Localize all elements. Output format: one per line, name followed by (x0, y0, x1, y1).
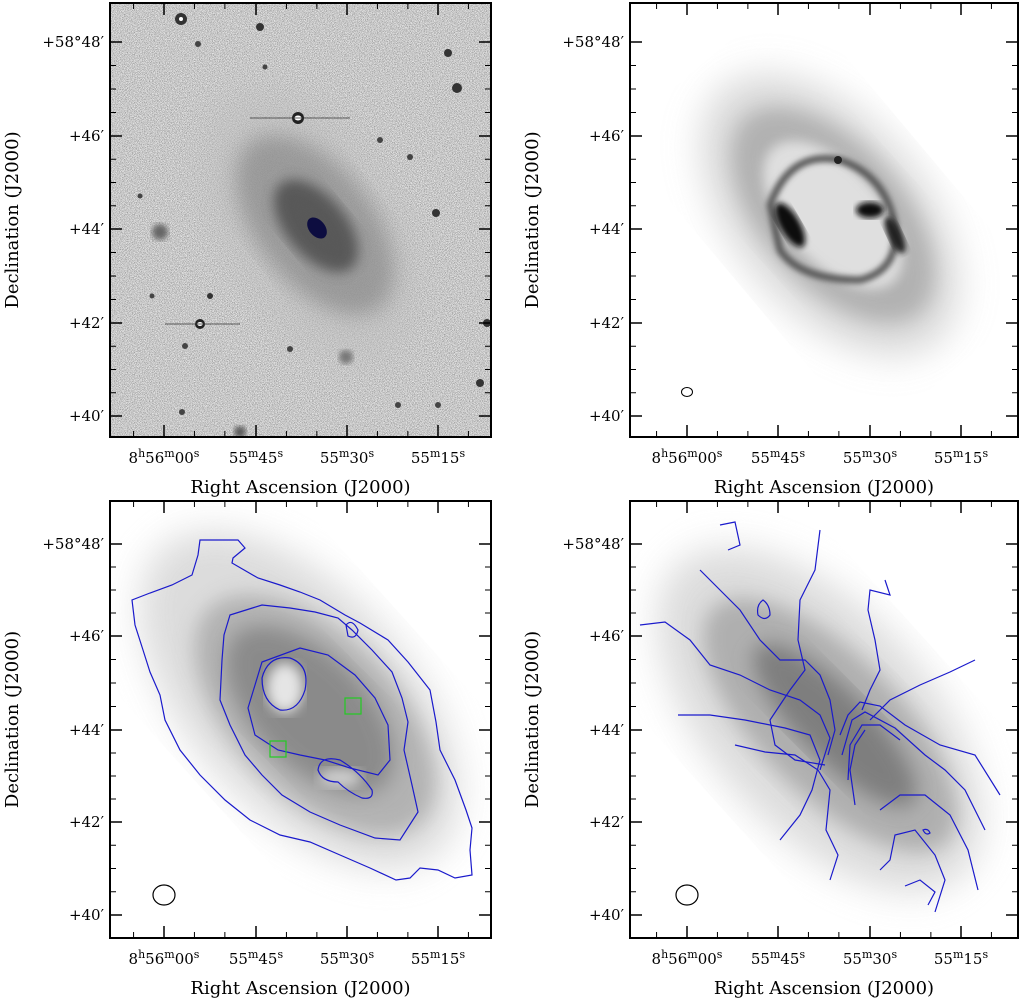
ra-tick-label: 55m15s (411, 447, 466, 467)
ra-tick-label: 8h56m00s (652, 948, 723, 968)
ra-tick-label: 8h56m00s (129, 447, 200, 467)
dec-tick-label: +40′ (69, 407, 105, 425)
contour-knot (345, 621, 359, 638)
dec-tick-label: +58°48′ (562, 33, 624, 51)
ra-tick-label: 55m15s (934, 948, 989, 968)
velocity-image (630, 501, 1018, 938)
ra-tick-label: 55m30s (320, 447, 375, 467)
dec-tick-label: +40′ (69, 906, 105, 924)
velocity-contours (639, 521, 1001, 913)
dec-tick-label: +46′ (589, 627, 625, 645)
region-box-2 (269, 740, 287, 758)
dec-tick-label: +46′ (69, 127, 105, 145)
hi-contours (131, 539, 473, 881)
hi-intensity-image (630, 3, 1018, 437)
axes-hi-intensity: +58°48′ +46′ +44′ +42′ +40′ 8h56m00s 55m45s 55m… (522, 3, 1018, 498)
dec-tick-label: +42′ (69, 813, 105, 831)
panel-hi-intensity (629, 2, 1019, 438)
x-axis-title: Right Ascension (J2000) (714, 477, 934, 498)
axes-optical: +58°48′ +46′ +44′ +42′ +40′ 8h56m00s 55m45s 55m… (2, 3, 491, 498)
dec-tick-label: +58°48′ (42, 535, 104, 553)
x-axis-title: Right Ascension (J2000) (714, 978, 934, 999)
dec-tick-label: +46′ (589, 127, 625, 145)
dec-tick-label: +58°48′ (42, 33, 104, 51)
contour-hole-2 (317, 758, 373, 799)
dec-tick-label: +44′ (589, 220, 625, 238)
region-box-1 (344, 697, 362, 715)
panel-velocity-field (629, 500, 1019, 939)
dec-tick-label: +44′ (69, 220, 105, 238)
y-axis-title: Declination (J2000) (2, 631, 23, 808)
ra-tick-label: 55m15s (934, 447, 989, 467)
axes-layer: +58°48′ +46′ +44′ +42′ +40′ 8h56m00s 55m45s 55m… (2, 3, 1018, 999)
panel-frame (109, 2, 492, 438)
x-axis-title: Right Ascension (J2000) (190, 978, 410, 999)
ra-tick-label: 8h56m00s (652, 447, 723, 467)
dec-tick-label: +58°48′ (562, 535, 624, 553)
ra-tick-label: 55m30s (843, 447, 898, 467)
dec-tick-label: +40′ (589, 407, 625, 425)
axes-velocity-field: +58°48′ +46′ +44′ +42′ +40′ 8h56m00s 55m45s 55m… (522, 501, 1018, 999)
dec-tick-label: +44′ (589, 721, 625, 739)
beam-ellipse (675, 884, 699, 906)
dec-tick-label: +40′ (589, 906, 625, 924)
panel-frame (629, 2, 1019, 438)
contour-outer (131, 539, 473, 881)
beam-ellipse (681, 387, 693, 397)
ra-tick-label: 55m45s (751, 948, 806, 968)
hi-contour-image (110, 501, 491, 938)
x-axis-title: Right Ascension (J2000) (190, 477, 410, 498)
ra-tick-label: 55m30s (320, 948, 375, 968)
dec-tick-label: +42′ (589, 813, 625, 831)
region-boxes (269, 697, 362, 758)
optical-stars (137, 13, 491, 437)
panel-hi-contours (109, 500, 492, 939)
panel-frame (629, 500, 1019, 939)
ra-tick-label: 55m15s (411, 948, 466, 968)
ra-tick-label: 55m45s (229, 447, 284, 467)
contour-middle (219, 604, 419, 841)
dec-tick-label: +46′ (69, 627, 105, 645)
panel-frame (109, 500, 492, 939)
panel-optical-image (109, 2, 492, 438)
axes-hi-contours: +58°48′ +46′ +44′ +42′ +40′ 8h56m00s 55m45s 55m… (2, 501, 491, 999)
contour-hole-1 (261, 657, 307, 711)
y-axis-title: Declination (J2000) (522, 631, 543, 808)
optical-image (110, 3, 491, 437)
dec-tick-label: +42′ (69, 314, 105, 332)
dec-tick-label: +42′ (589, 314, 625, 332)
y-axis-title: Declination (J2000) (522, 131, 543, 308)
y-axis-title: Declination (J2000) (2, 131, 23, 308)
ra-tick-label: 55m45s (751, 447, 806, 467)
beam-ellipse (152, 884, 176, 906)
ra-tick-label: 8h56m00s (129, 948, 200, 968)
contour-inner-bar (247, 647, 391, 776)
ra-tick-label: 55m30s (843, 948, 898, 968)
ra-tick-label: 55m45s (229, 948, 284, 968)
dec-tick-label: +44′ (69, 721, 105, 739)
